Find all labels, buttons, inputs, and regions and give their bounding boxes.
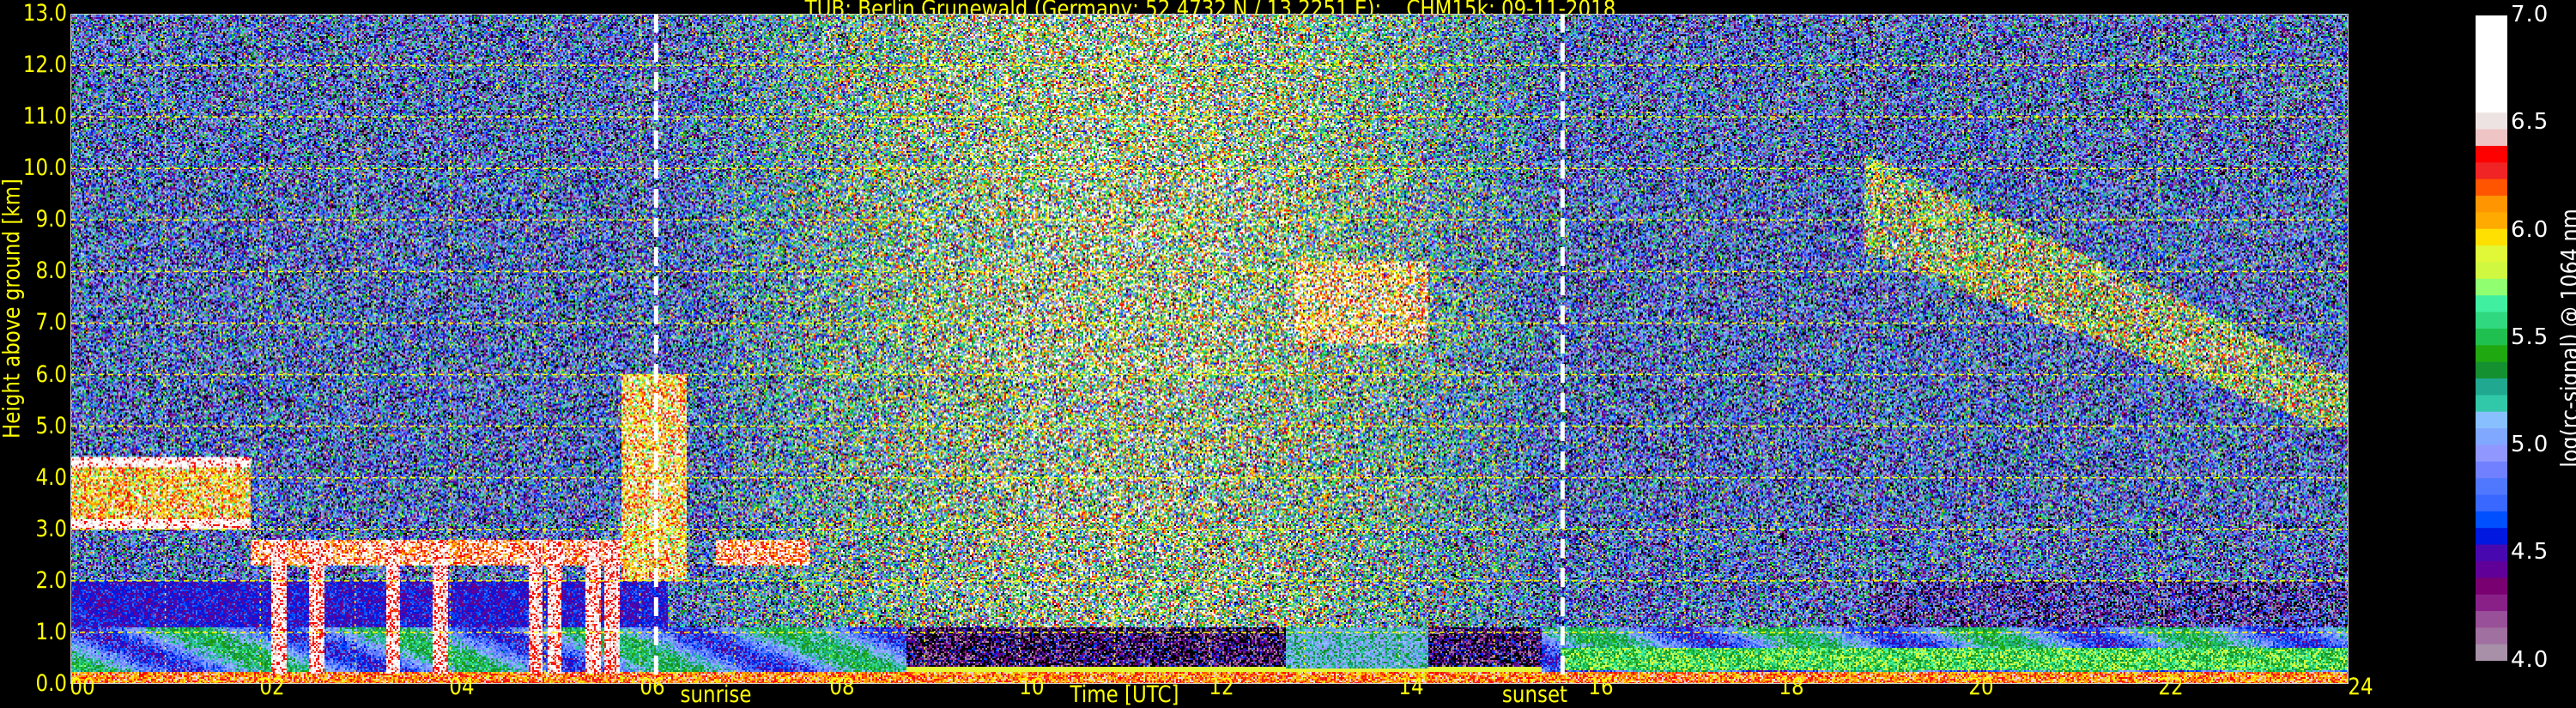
colorbar-swatch xyxy=(2476,228,2507,246)
colorbar-swatch xyxy=(2476,444,2507,462)
colorbar-swatch xyxy=(2476,328,2507,346)
colorbar-swatch xyxy=(2476,294,2507,312)
colorbar-swatch xyxy=(2476,394,2507,412)
colorbar-swatch xyxy=(2476,378,2507,396)
y-tick-label: 0.0 xyxy=(35,670,67,697)
y-tick-label: 4.0 xyxy=(35,463,67,491)
x-tick-label: 02 xyxy=(259,674,285,700)
colorbar-swatch xyxy=(2476,427,2507,445)
y-tick-label: 1.0 xyxy=(35,618,67,645)
x-tick-label: 10 xyxy=(1019,674,1045,700)
y-tick-label: 9.0 xyxy=(35,206,67,233)
colorbar xyxy=(2476,15,2507,662)
x-tick-label: 08 xyxy=(829,674,855,700)
colorbar-swatch xyxy=(2476,161,2507,179)
colorbar-label: log(rc-signal) @ 1064 nm xyxy=(2555,209,2576,468)
y-tick-label: 3.0 xyxy=(35,515,67,542)
colorbar-tick-label: 5.5 xyxy=(2511,324,2549,350)
colorbar-swatch xyxy=(2476,245,2507,263)
plot-frame xyxy=(70,14,2349,684)
y-tick-label: 2.0 xyxy=(35,566,67,594)
colorbar-swatch xyxy=(2476,312,2507,329)
colorbar-swatch xyxy=(2476,344,2507,362)
x-tick-label: 24 xyxy=(2348,674,2373,700)
x-tick-label: 18 xyxy=(1778,674,1804,700)
y-tick-label: 5.0 xyxy=(35,412,67,439)
x-tick-label: 04 xyxy=(449,674,475,700)
colorbar-tick-label: 4.5 xyxy=(2511,539,2549,566)
colorbar-tick-label: 5.0 xyxy=(2511,432,2549,458)
colorbar-tick-label: 4.0 xyxy=(2511,646,2549,673)
y-tick-label: 11.0 xyxy=(22,103,68,130)
colorbar-swatch xyxy=(2476,261,2507,279)
colorbar-swatch xyxy=(2476,626,2507,644)
plot-area xyxy=(70,14,2349,684)
x-tick-label: 20 xyxy=(1968,674,1994,700)
x-tick-label: 22 xyxy=(2158,674,2184,700)
colorbar-swatch xyxy=(2476,494,2507,511)
x-axis-label: Time [UTC] xyxy=(1070,681,1179,708)
colorbar-swatch xyxy=(2476,560,2507,578)
x-tick-label: 00 xyxy=(70,674,95,700)
colorbar-swatch xyxy=(2476,211,2507,229)
colorbar-tick-label: 6.5 xyxy=(2511,109,2549,136)
x-tick-label: 16 xyxy=(1588,674,1614,700)
y-tick-label: 12.0 xyxy=(22,51,68,79)
y-tick-label: 10.0 xyxy=(22,154,68,182)
colorbar-swatch xyxy=(2476,527,2507,545)
x-tick-label: 14 xyxy=(1398,674,1424,700)
colorbar-swatch xyxy=(2476,361,2507,378)
colorbar-swatch xyxy=(2476,610,2507,628)
colorbar-swatch xyxy=(2476,577,2507,595)
sunset-label: sunset xyxy=(1502,681,1568,708)
colorbar-swatch xyxy=(2476,411,2507,429)
colorbar-swatch xyxy=(2476,544,2507,561)
y-tick-label: 7.0 xyxy=(35,309,67,336)
sunrise-label: sunrise xyxy=(680,681,752,708)
colorbar-swatch xyxy=(2476,461,2507,479)
y-tick-label: 13.0 xyxy=(22,0,68,27)
colorbar-swatch xyxy=(2476,278,2507,296)
colorbar-swatch xyxy=(2476,644,2507,662)
colorbar-tick-label: 6.0 xyxy=(2511,216,2549,243)
colorbar-tick-label: 7.0 xyxy=(2511,2,2549,27)
grid-overlay xyxy=(70,14,2349,684)
colorbar-swatch xyxy=(2476,15,2507,113)
colorbar-swatch xyxy=(2476,594,2507,612)
colorbar-swatch xyxy=(2476,112,2507,130)
colorbar-swatch xyxy=(2476,179,2507,197)
x-tick-label: 06 xyxy=(639,674,665,700)
y-tick-label: 8.0 xyxy=(35,257,67,285)
colorbar-swatch xyxy=(2476,477,2507,495)
colorbar-swatch xyxy=(2476,511,2507,529)
y-tick-label: 6.0 xyxy=(35,360,67,388)
x-tick-label: 12 xyxy=(1209,674,1234,700)
colorbar-swatch xyxy=(2476,145,2507,163)
colorbar-swatch xyxy=(2476,129,2507,146)
colorbar-swatch xyxy=(2476,195,2507,213)
